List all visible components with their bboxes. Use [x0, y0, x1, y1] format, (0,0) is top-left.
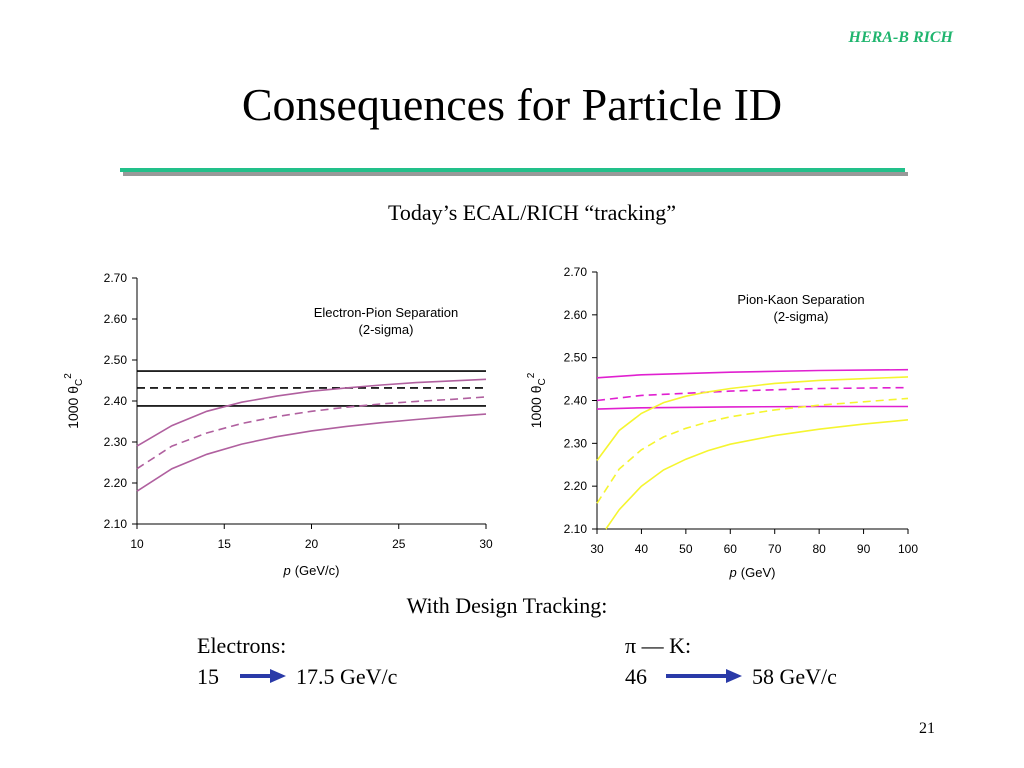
pion-kaon-to: 58 GeV/c [752, 664, 837, 689]
slide-title: Consequences for Particle ID [242, 79, 782, 130]
x-tick-label: 40 [635, 542, 649, 556]
pion-kaon-label: π — K: [625, 633, 691, 658]
annotation: (2-sigma) [359, 322, 414, 337]
y-label-text: 1000 θ [528, 385, 544, 428]
x-tick-label: 90 [857, 542, 871, 556]
x-axis-label: p (GeV) [729, 565, 776, 580]
y-axis-label: 1000 θC2 [63, 373, 85, 429]
y-tick-label: 2.30 [104, 435, 128, 449]
series-line [596, 368, 909, 379]
x-tick-label: 30 [479, 537, 493, 551]
y-tick-label: 2.70 [564, 265, 588, 279]
brand: HERA-B RICH [848, 29, 954, 46]
y-tick-label: 2.10 [564, 522, 588, 536]
y-tick-label: 2.30 [564, 436, 588, 450]
y-label-text: 1000 θ [65, 386, 81, 429]
y-label-sub: C [74, 379, 85, 386]
y-tick-label: 2.20 [564, 479, 588, 493]
x-tick-label: 10 [130, 537, 144, 551]
y-axis-label: 1000 θC2 [526, 372, 548, 428]
x-tick-label: 50 [679, 542, 693, 556]
y-tick-label: 2.70 [104, 271, 128, 285]
y-tick-label: 2.60 [564, 308, 588, 322]
y-tick-label: 2.40 [104, 394, 128, 408]
y-label-sup: 2 [526, 372, 537, 378]
x-tick-label: 80 [812, 542, 826, 556]
series-line [596, 405, 908, 410]
electrons-from: 15 [197, 664, 219, 689]
x-tick-label: 20 [305, 537, 319, 551]
series-line [596, 376, 909, 461]
series-line [136, 396, 487, 470]
design-heading: With Design Tracking: [407, 593, 608, 618]
x-tick-label: 70 [768, 542, 782, 556]
y-tick-label: 2.50 [104, 353, 128, 367]
y-tick-label: 2.50 [564, 351, 588, 365]
subtitle: Today’s ECAL/RICH “tracking” [388, 200, 676, 225]
x-tick-label: 100 [898, 542, 918, 556]
arrow-head [726, 669, 742, 683]
x-tick-label: 30 [590, 542, 604, 556]
x-label-unit: (GeV/c) [295, 563, 340, 578]
y-tick-label: 2.20 [104, 476, 128, 490]
x-tick-label: 25 [392, 537, 406, 551]
y-tick-label: 2.10 [104, 517, 128, 531]
x-label-var: p [729, 565, 737, 580]
electrons-label: Electrons: [197, 633, 286, 658]
page-number: 21 [919, 720, 935, 737]
annotation: Pion-Kaon Separation [737, 292, 864, 307]
annotation: (2-sigma) [774, 309, 829, 324]
x-tick-label: 60 [724, 542, 738, 556]
arrow-head [270, 669, 286, 683]
x-label-var: p [282, 563, 290, 578]
x-axis-label: p (GeV/c) [282, 563, 339, 578]
series-line [596, 386, 909, 402]
y-tick-label: 2.40 [564, 394, 588, 408]
series-line [596, 397, 909, 504]
y-tick-label: 2.60 [104, 312, 128, 326]
pion-kaon-from: 46 [625, 664, 647, 689]
series-line [136, 413, 487, 492]
series-line [605, 419, 909, 530]
annotation: Electron-Pion Separation [314, 305, 459, 320]
y-label-sup: 2 [63, 373, 74, 379]
series-line [136, 378, 487, 447]
x-label-unit: (GeV) [741, 565, 776, 580]
x-tick-label: 15 [218, 537, 232, 551]
y-label-sub: C [537, 378, 548, 385]
electrons-to: 17.5 GeV/c [296, 664, 398, 689]
